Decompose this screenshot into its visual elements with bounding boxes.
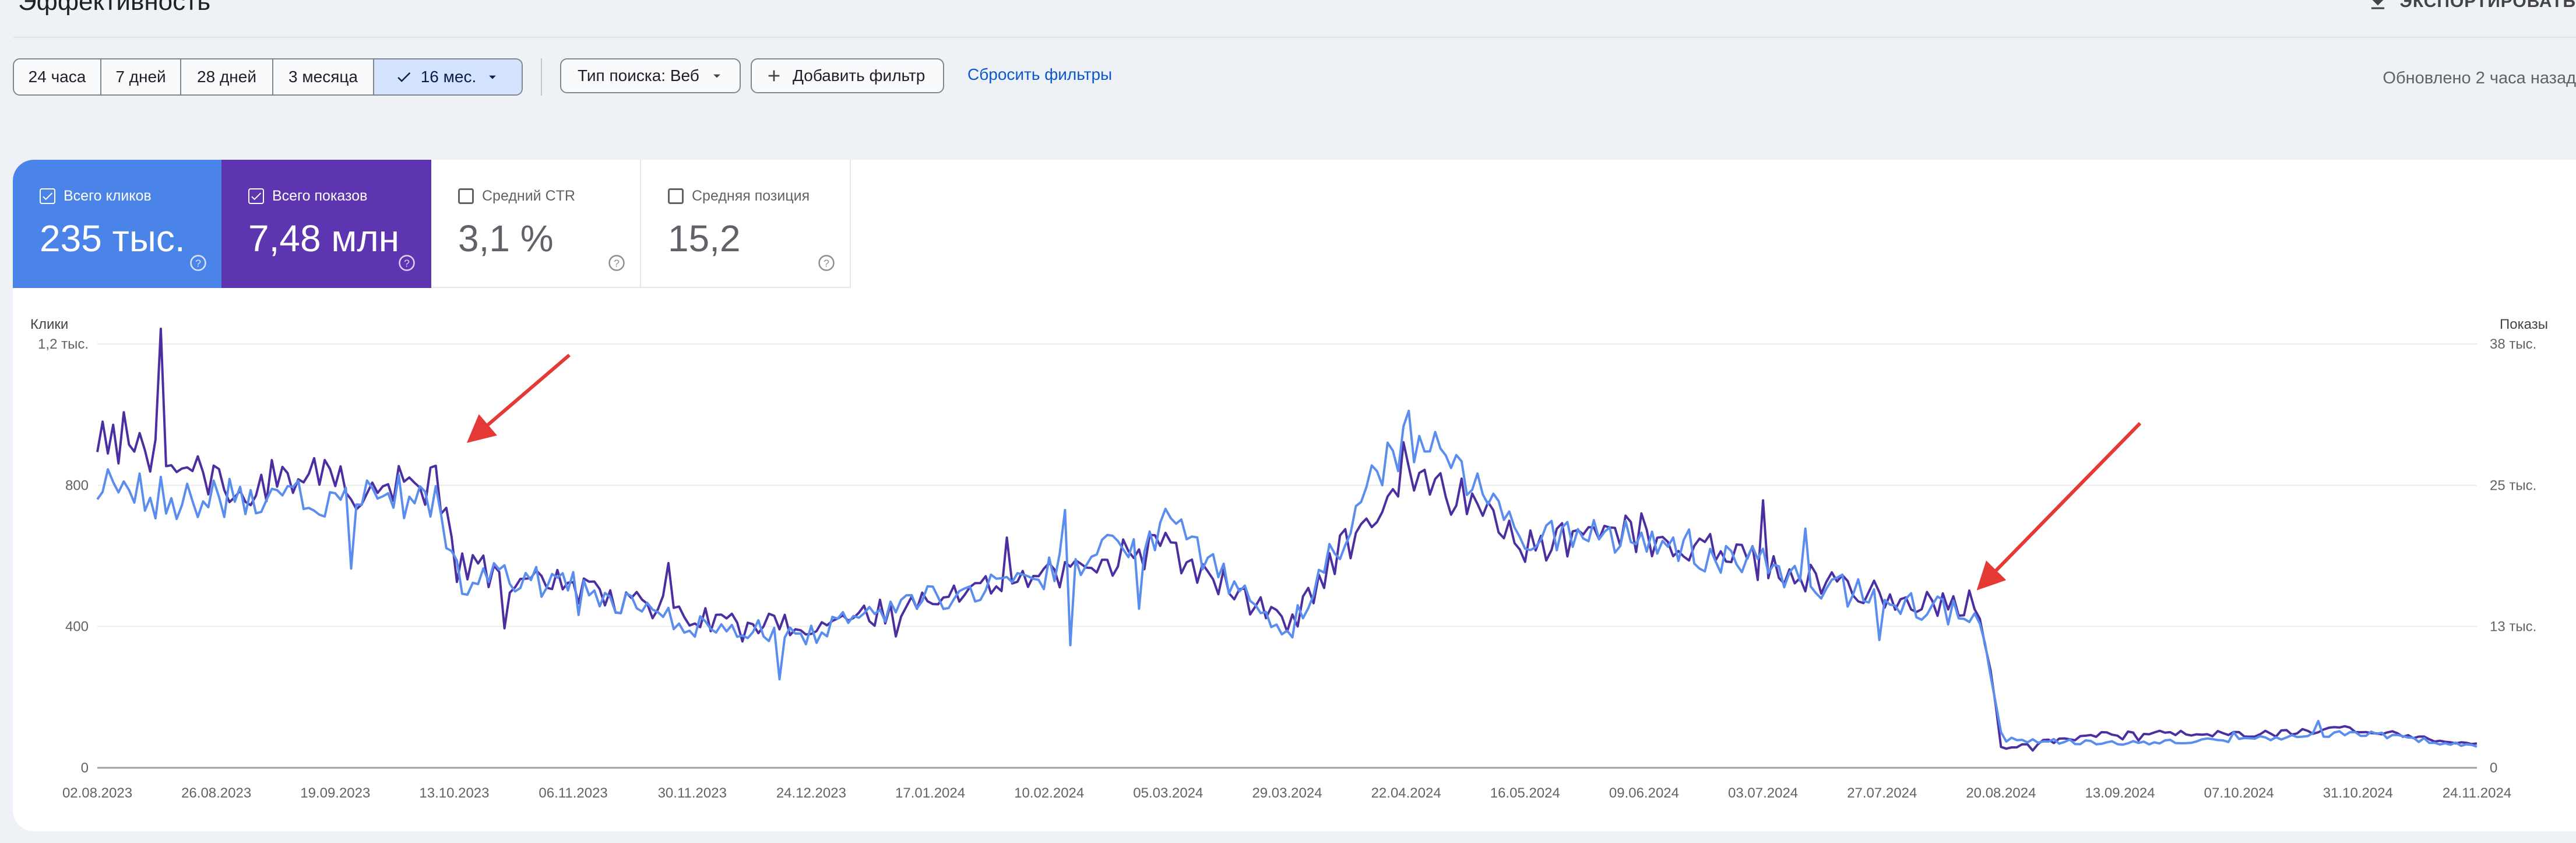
check-icon (397, 72, 410, 82)
date-range-selector: 24 часа 7 дней 28 дней 3 месяца 16 мес. (13, 58, 523, 96)
export-label: ЭКСПОРТИРОВАТЬ (2399, 0, 2576, 11)
x-tick-label: 27.07.2024 (1847, 785, 1917, 801)
metric-ctr-label: Средний CTR (482, 188, 575, 204)
x-tick-label: 10.02.2024 (1014, 785, 1084, 801)
left-tick-label: 1,2 тыс. (38, 336, 89, 352)
metric-clicks-value: 235 тыс. (40, 217, 185, 259)
export-button[interactable]: ЭКСПОРТИРОВАТЬ (2367, 0, 2576, 13)
page-title: Эффективность (18, 0, 211, 16)
metric-clicks-header: Всего кликов (40, 188, 152, 205)
checkbox-checked-icon[interactable] (248, 188, 264, 204)
plus-icon (768, 70, 780, 82)
help-icon[interactable]: ? (818, 254, 835, 272)
x-tick-label: 31.10.2024 (2323, 785, 2393, 801)
x-tick-label: 13.10.2023 (419, 785, 489, 801)
checkbox-checked-icon[interactable] (40, 188, 55, 204)
caret-down-icon (489, 75, 497, 79)
metric-tile-impressions[interactable]: Всего показов 7,48 млн ? (221, 160, 431, 288)
x-tick-label: 17.01.2024 (895, 785, 965, 801)
x-tick-label: 29.03.2024 (1252, 785, 1322, 801)
left-axis-title: Клики (30, 317, 68, 332)
svg-text:?: ? (614, 257, 620, 269)
svg-text:?: ? (404, 257, 410, 269)
metric-position-value: 15,2 (668, 217, 741, 259)
x-tick-label: 02.08.2023 (62, 785, 132, 801)
right-tick-label: 38 тыс. (2490, 336, 2536, 352)
x-tick-label: 05.03.2024 (1133, 785, 1203, 801)
metric-position-label: Средняя позиция (692, 188, 810, 204)
right-tick-label: 0 (2490, 760, 2497, 776)
metric-impressions-label: Всего показов (272, 188, 368, 204)
left-tick-label: 800 (65, 477, 89, 493)
reset-filters-link[interactable]: Сбросить фильтры (967, 65, 1113, 83)
performance-card: Всего кликов 235 тыс. ? Всего показов 7,… (13, 160, 2576, 831)
series-line (96, 328, 2478, 752)
search-type-dropdown[interactable]: Тип поиска: Веб (560, 58, 741, 93)
range-24h-button[interactable]: 24 часа (14, 59, 101, 94)
range-16m-button[interactable]: 16 мес. (374, 59, 522, 94)
range-7d-button[interactable]: 7 дней (101, 59, 181, 94)
metric-impressions-header: Всего показов (248, 188, 367, 205)
x-tick-label: 22.04.2024 (1371, 785, 1441, 801)
x-tick-label: 09.06.2024 (1609, 785, 1679, 801)
left-tick-label: 400 (65, 619, 89, 635)
svg-text:?: ? (195, 257, 201, 269)
left-tick-label: 0 (81, 760, 89, 776)
series-line (96, 409, 2478, 748)
x-tick-label: 19.09.2023 (300, 785, 370, 801)
x-tick-label: 24.12.2023 (776, 785, 846, 801)
x-tick-label: 03.07.2024 (1728, 785, 1798, 801)
x-tick-label: 30.11.2023 (658, 785, 727, 801)
header-divider (13, 37, 2576, 38)
annotation-arrow (1976, 422, 2142, 591)
help-icon[interactable]: ? (398, 254, 416, 272)
metric-tile-ctr[interactable]: Средний CTR 3,1 % ? (431, 160, 641, 288)
add-filter-button[interactable]: Добавить фильтр (751, 58, 944, 93)
metric-tile-position[interactable]: Средняя позиция 15,2 ? (641, 160, 851, 288)
metric-position-header: Средняя позиция (668, 188, 810, 205)
range-16m-label: 16 мес. (420, 68, 477, 86)
download-icon (2371, 0, 2385, 9)
x-tick-label: 20.08.2024 (1966, 785, 2036, 801)
right-axis-title: Показы (2500, 317, 2548, 332)
range-28d-button[interactable]: 28 дней (181, 59, 273, 94)
metric-clicks-label: Всего кликов (64, 188, 152, 204)
checkbox-unchecked-icon[interactable] (668, 188, 684, 204)
help-icon[interactable]: ? (189, 254, 207, 272)
metric-impressions-value: 7,48 млн (248, 217, 400, 259)
x-tick-label: 16.05.2024 (1490, 785, 1560, 801)
metric-tile-clicks[interactable]: Всего кликов 235 тыс. ? (13, 160, 221, 288)
metric-ctr-header: Средний CTR (458, 188, 575, 205)
search-type-label: Тип поиска: Веб (578, 66, 699, 85)
filter-separator (541, 58, 542, 96)
updated-status: Обновлено 2 часа назад (2383, 69, 2576, 87)
add-filter-label: Добавить фильтр (793, 66, 925, 85)
x-tick-label: 13.09.2024 (2085, 785, 2155, 801)
x-tick-label: 26.08.2023 (181, 785, 251, 801)
svg-text:?: ? (824, 257, 829, 269)
checkbox-unchecked-icon[interactable] (458, 188, 474, 204)
right-tick-label: 13 тыс. (2490, 619, 2536, 635)
right-tick-label: 25 тыс. (2490, 477, 2536, 493)
annotation-arrow (466, 353, 571, 443)
performance-chart[interactable]: Клики Показы 0 400 800 1,2 тыс. 0 13 тыс. 25 … (13, 160, 2576, 831)
metric-ctr-value: 3,1 % (458, 217, 554, 259)
x-tick-label: 06.11.2023 (539, 785, 607, 801)
help-icon[interactable]: ? (608, 254, 625, 272)
caret-down-icon (713, 74, 720, 78)
x-tick-label: 24.11.2024 (2443, 785, 2511, 801)
range-3m-button[interactable]: 3 месяца (273, 59, 374, 94)
x-tick-label: 07.10.2024 (2204, 785, 2274, 801)
